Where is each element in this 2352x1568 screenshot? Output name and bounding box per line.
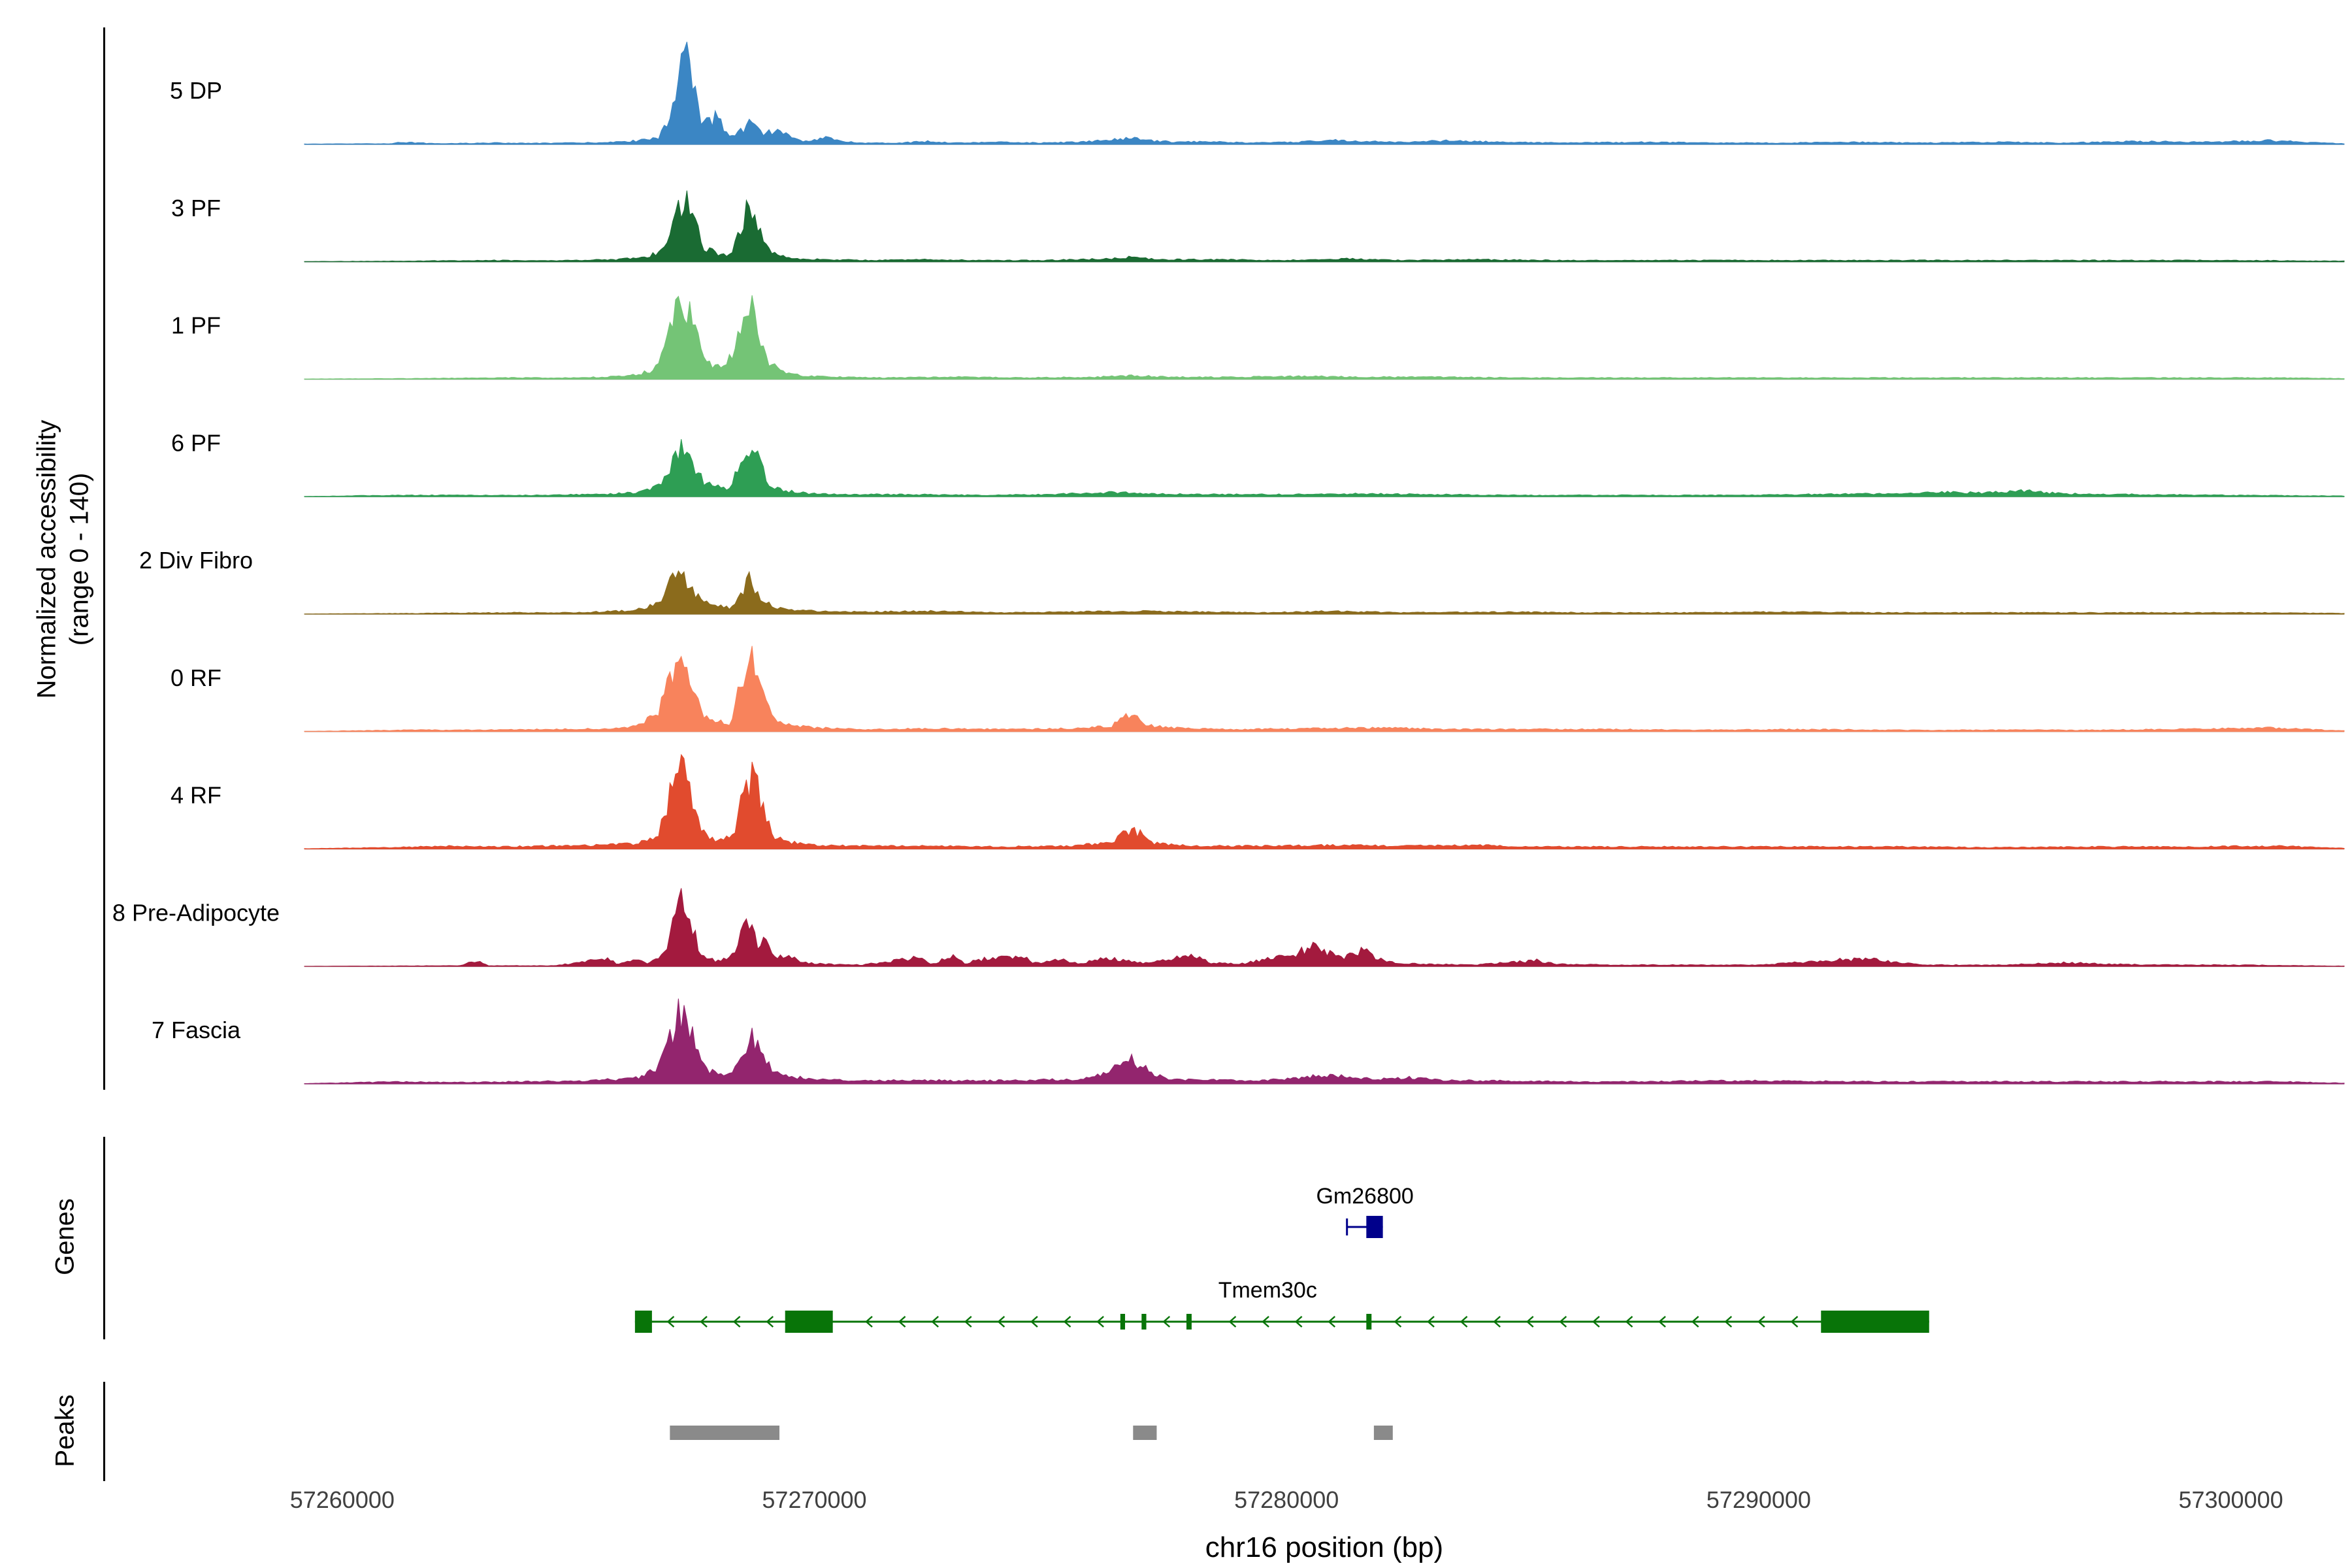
peaks-axis-line [103, 1382, 105, 1481]
peak-region [1133, 1426, 1157, 1440]
track-label: 2 Div Fibro [139, 547, 253, 574]
strand-arrow-icon [1394, 1316, 1402, 1328]
gene-label-gm26800: Gm26800 [1316, 1184, 1413, 1209]
track-label: 8 Pre-Adipocyte [112, 899, 280, 926]
track-signal-7-fascia [304, 998, 2345, 1085]
strand-arrow-icon [1030, 1316, 1038, 1328]
track-label: 5 DP [170, 77, 222, 104]
gene-label-tmem30c: Tmem30c [1218, 1278, 1317, 1303]
genes-section-label: Genes [50, 1198, 80, 1275]
strand-arrow-icon [1162, 1316, 1171, 1328]
strand-arrow-icon [865, 1316, 873, 1328]
strand-arrow-icon [1262, 1316, 1269, 1328]
gene-exon [1366, 1314, 1372, 1330]
strand-arrow-icon [732, 1316, 741, 1328]
track-signal-1-pf [304, 295, 2345, 380]
strand-arrow-icon [1592, 1316, 1600, 1328]
strand-arrow-icon [964, 1316, 972, 1328]
strand-arrow-icon [1096, 1316, 1104, 1328]
gene-exon [634, 1311, 652, 1333]
strand-arrow-icon [1559, 1316, 1567, 1328]
track-signal-8-pre-adipocyte [304, 888, 2345, 967]
strand-arrow-icon [1228, 1316, 1237, 1328]
strand-arrow-icon [997, 1316, 1005, 1328]
track-signal-3-pf [304, 190, 2345, 263]
gene-exon [1821, 1311, 1929, 1333]
strand-arrow-icon [1328, 1316, 1336, 1328]
strand-arrow-icon [700, 1316, 708, 1328]
gene-exon [785, 1311, 833, 1333]
gene-exon [1141, 1314, 1147, 1330]
x-tick-label: 57290000 [1707, 1486, 1811, 1513]
track-signal-2-div-fibro [304, 570, 2345, 615]
x-tick-label: 57260000 [290, 1486, 395, 1513]
track-label: 0 RF [171, 664, 221, 691]
track-label: 3 PF [171, 195, 221, 221]
strand-arrow-icon [1790, 1316, 1799, 1328]
gene-exon [1120, 1314, 1126, 1330]
peak-region [1373, 1426, 1393, 1440]
peaks-section-label: Peaks [50, 1394, 80, 1467]
y-axis-label-line2: (range 0 - 140) [65, 472, 94, 646]
track-signal-5-dp [304, 41, 2345, 145]
strand-arrow-icon [766, 1316, 774, 1328]
track-label: 4 RF [171, 782, 221, 809]
strand-arrow-icon [1294, 1316, 1303, 1328]
track-label: 1 PF [171, 312, 221, 339]
track-signal-6-pf [304, 439, 2345, 497]
strand-arrow-icon [1658, 1316, 1666, 1328]
x-axis-title: chr16 position (bp) [1205, 1531, 1444, 1563]
strand-arrow-icon [1427, 1316, 1435, 1328]
tracks-axis-line [103, 27, 105, 1090]
strand-arrow-icon [931, 1316, 939, 1328]
strand-arrow-icon [1625, 1316, 1633, 1328]
strand-arrow-icon [1493, 1316, 1501, 1328]
strand-arrow-icon [1757, 1316, 1765, 1328]
strand-arrow-icon [1724, 1316, 1733, 1328]
peak-region [670, 1426, 780, 1440]
track-label: 6 PF [171, 429, 221, 456]
x-tick-label: 57280000 [1234, 1486, 1339, 1513]
y-axis-label-line1: Normalized accessibility [32, 419, 61, 699]
genes-axis-line [103, 1137, 105, 1339]
gene-exon [1186, 1314, 1192, 1330]
strand-arrow-icon [1460, 1316, 1468, 1328]
strand-arrow-icon [898, 1316, 906, 1328]
track-signal-4-rf [304, 753, 2345, 849]
x-tick-label: 57270000 [762, 1486, 866, 1513]
x-tick-label: 57300000 [2178, 1486, 2283, 1513]
gene-exon [1366, 1216, 1383, 1238]
strand-arrow-icon [1063, 1316, 1071, 1328]
strand-arrow-icon [1691, 1316, 1699, 1328]
strand-arrow-icon [666, 1316, 675, 1328]
strand-arrow-icon [1526, 1316, 1534, 1328]
track-signal-0-rf [304, 645, 2345, 732]
track-label: 7 Fascia [152, 1017, 241, 1043]
